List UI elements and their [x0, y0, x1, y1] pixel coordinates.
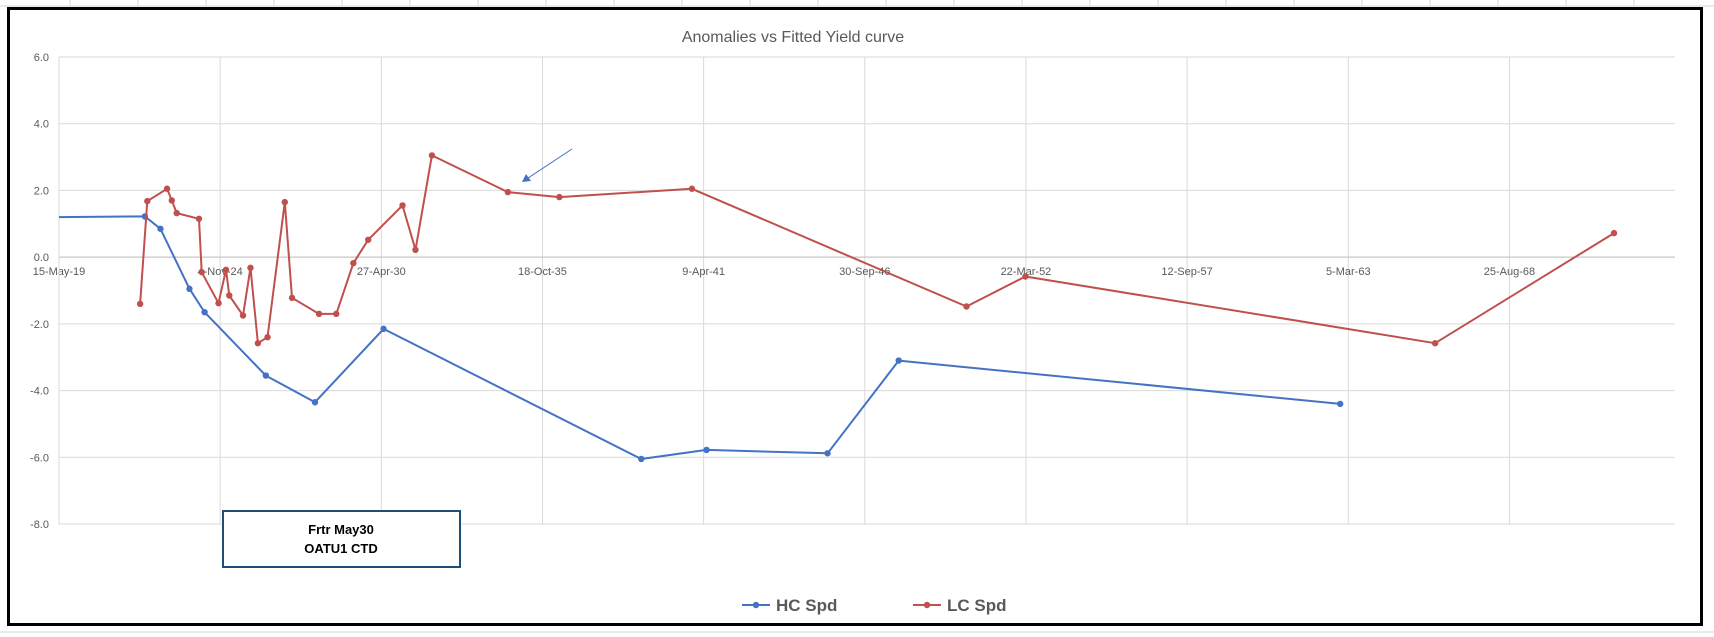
data-point	[186, 285, 193, 293]
legend-label: HC Spd	[776, 596, 837, 615]
data-point	[215, 299, 222, 307]
y-tick-label: 4.0	[34, 119, 49, 131]
gridlines	[58, 56, 1675, 525]
legend-marker	[923, 601, 931, 609]
axes: 6.04.02.00.0-2.0-4.0-6.0-8.015-May-19 4-N…	[30, 52, 1675, 531]
data-point	[163, 185, 171, 192]
data-point	[201, 308, 208, 316]
data-point	[311, 399, 319, 406]
y-tick-label: -4.0	[30, 386, 49, 398]
legend: HC Spd LC Spd	[742, 596, 1007, 615]
legend-label: LC Spd	[947, 596, 1007, 615]
data-point	[350, 259, 357, 267]
data-point	[239, 312, 247, 319]
x-tick-label: 12-Sep-57	[1161, 266, 1212, 278]
data-point	[281, 198, 288, 206]
data-point	[198, 268, 205, 276]
x-tick-label: 5-Mar-63	[1326, 266, 1371, 278]
data-point	[1610, 229, 1618, 237]
data-point	[638, 455, 645, 463]
annotation-line-1: Frtr May30	[308, 522, 374, 537]
y-tick-label: -8.0	[30, 519, 49, 531]
x-tick-label: 9-Apr-41	[682, 266, 725, 278]
data-point	[1336, 400, 1344, 408]
data-point	[262, 372, 270, 379]
x-tick-label: 30-Sep-46	[839, 266, 890, 278]
series-layer	[58, 152, 1618, 463]
x-tick-label: 4-Nov-24	[198, 266, 243, 278]
data-point	[380, 325, 387, 333]
chart-container[interactable]: Anomalies vs Fitted Yield curve 6.0 4.0 2.…	[7, 7, 1703, 626]
x-tick-label: 27-Apr-30	[357, 266, 406, 278]
y-tick-label: 2.0	[34, 185, 49, 197]
annotation-box[interactable]	[222, 510, 461, 568]
data-point	[412, 246, 419, 254]
arrow-shaft	[526, 148, 573, 180]
x-tick-label: 18-Oct-35	[518, 266, 567, 278]
arrow-head-icon	[522, 174, 531, 182]
data-point	[195, 215, 203, 222]
line-chart: Anomalies vs Fitted Yield curve 6.0 4.0 2.…	[30, 29, 1675, 615]
data-point	[264, 334, 271, 341]
data-point	[288, 294, 296, 302]
data-point	[333, 310, 340, 318]
data-point	[168, 197, 176, 204]
data-point	[1431, 340, 1439, 347]
data-point	[226, 292, 233, 299]
data-point	[703, 446, 710, 454]
chart-title: Anomalies vs Fitted Yield curve	[682, 29, 904, 46]
data-point	[688, 185, 696, 192]
data-point	[222, 266, 230, 274]
data-point	[315, 310, 323, 318]
data-point	[1022, 273, 1029, 280]
y-tick-label: 6.0	[34, 52, 49, 64]
data-point	[895, 357, 902, 364]
annotation-line-2: OATU1 CTD	[304, 541, 377, 556]
legend-marker	[752, 601, 760, 609]
annotations: Frtr May30 OATU1 CTD	[222, 148, 573, 568]
data-point	[504, 188, 512, 196]
data-point	[428, 152, 436, 159]
data-point	[247, 264, 254, 272]
data-point	[963, 303, 970, 310]
data-point	[824, 450, 831, 457]
series-line-hc-spd	[58, 215, 1341, 460]
data-point	[144, 197, 151, 205]
x-tick-label: 22-Mar-52	[1001, 266, 1052, 278]
data-point	[364, 236, 372, 243]
y-tick-label: -2.0	[30, 319, 49, 331]
data-point	[173, 209, 180, 217]
y-tick-label: 0.0	[34, 252, 49, 264]
x-tick-label: 25-Aug-68	[1484, 266, 1535, 278]
data-point	[157, 225, 164, 232]
data-point	[136, 300, 144, 308]
data-point	[254, 340, 262, 347]
data-point	[399, 202, 406, 209]
data-point	[556, 193, 563, 201]
series-line-lc-spd	[139, 154, 1615, 345]
y-tick-label: -6.0	[30, 452, 49, 464]
